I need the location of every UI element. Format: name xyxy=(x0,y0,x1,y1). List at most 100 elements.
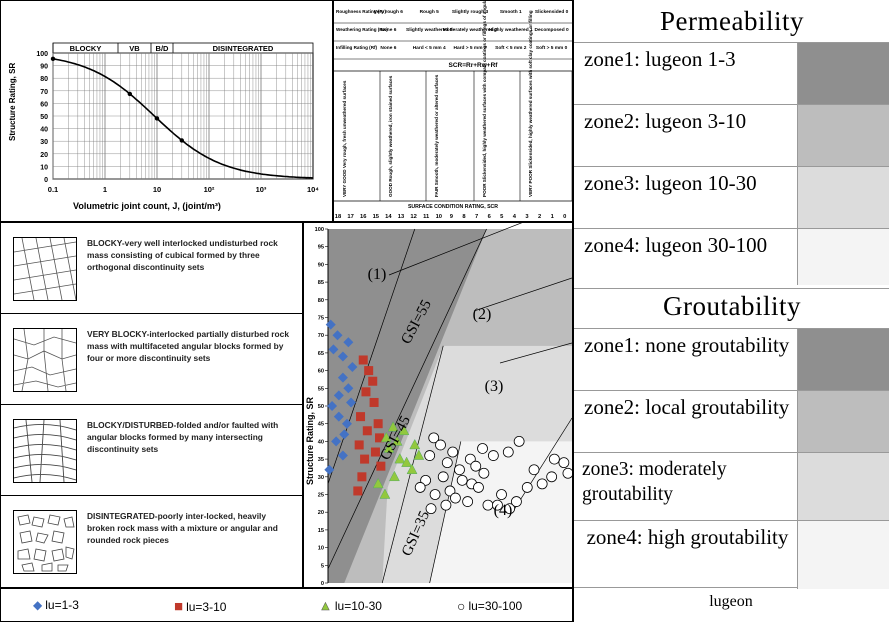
zone-label: zone1: none groutability xyxy=(584,333,790,357)
point-lu-30-100 xyxy=(492,499,503,511)
point-lu-30-100 xyxy=(440,499,452,511)
point-lu-30-100 xyxy=(428,432,440,444)
main-ytick: 25 xyxy=(318,493,324,499)
permeability-zone-4: zone4: lugeon 30-100 xyxy=(574,228,889,285)
zone-swatch xyxy=(797,167,889,229)
band-label: DISINTEGRATED xyxy=(213,44,274,53)
zone-leader-line xyxy=(473,277,573,312)
rating-cell: Decomposed 0 xyxy=(535,27,569,33)
point-lu-3-10 xyxy=(364,366,374,376)
point-lu-10-30 xyxy=(394,453,406,464)
point-lu-3-10 xyxy=(376,461,386,471)
point-lu-1-3 xyxy=(328,344,339,355)
red-square-icon: ■ xyxy=(174,598,184,615)
point-lu-30-100 xyxy=(425,503,437,515)
point-lu-3-10 xyxy=(361,387,371,397)
point-lu-30-100 xyxy=(424,450,436,461)
point-lu-1-3 xyxy=(332,330,343,341)
zone-number-label: (2) xyxy=(473,306,492,323)
sr-xtick: 0.1 xyxy=(48,185,58,194)
point-lu-30-100 xyxy=(473,482,484,493)
point-lu-1-3 xyxy=(327,401,338,411)
rating-row-label: Roughness Rating (Rr) xyxy=(336,9,386,14)
condition-label: GOOD Rough, slightly weathered, iron sta… xyxy=(388,75,393,197)
point-lu-3-10 xyxy=(373,419,383,429)
legend-item-lu-3-10: ■ lu=3-10 xyxy=(174,598,226,615)
surface-condition-table: Roughness Rating (Rr) Very rough 6 Rough 5… xyxy=(333,0,573,222)
rating-cell: Highly weathered 1 xyxy=(489,27,533,33)
point-lu-1-3 xyxy=(339,429,350,440)
point-lu-30-100 xyxy=(464,453,476,465)
zone-number-label: (3) xyxy=(485,378,504,395)
point-lu-30-100 xyxy=(437,471,449,483)
point-lu-3-10 xyxy=(356,412,366,422)
sr-ytick: 20 xyxy=(40,152,48,159)
point-lu-30-100 xyxy=(470,460,482,472)
gsi-contour-line xyxy=(429,441,462,584)
point-lu-30-100 xyxy=(435,439,446,451)
main-ytick: 95 xyxy=(318,245,324,251)
point-lu-1-3 xyxy=(333,411,344,422)
sr-ytick: 70 xyxy=(40,89,48,96)
blocky-pattern-icon xyxy=(13,237,77,301)
gsi-contour-line xyxy=(381,345,444,584)
main-ytick: 15 xyxy=(318,528,324,534)
scr-tick: 17 xyxy=(347,214,353,220)
groutability-zone-2: zone2: local groutability xyxy=(574,390,889,453)
sr-xlabel: Volumetric joint count, J, (joint/m³) xyxy=(73,201,221,211)
zone-swatch xyxy=(797,105,889,167)
structure-list: BLOCKY-very well interlocked undisturbed… xyxy=(0,222,304,588)
sr-ylabel: Structure Rating, SR xyxy=(8,63,17,141)
scr-tick: 14 xyxy=(385,214,392,220)
sr-ytick: 80 xyxy=(40,76,48,83)
gsi-scatter-chart: 0 5 10 15 20 25 30 35 40 45 50 55 60 65 70 75 80 85 90 95 10… xyxy=(303,202,574,588)
scr-tick: 18 xyxy=(335,214,342,220)
point-lu-3-10 xyxy=(360,454,370,464)
sr-ytick: 0 xyxy=(44,177,48,184)
main-ylabel: Structure Rating, SR xyxy=(305,396,315,485)
sr-xtick: 10 xyxy=(153,185,161,194)
sr-ytick: 40 xyxy=(40,127,48,134)
sr-ytick: 30 xyxy=(40,139,48,146)
structure-row-blocky: BLOCKY-very well interlocked undisturbed… xyxy=(1,223,304,314)
rating-cell: Moderately weathered 3 xyxy=(443,27,498,33)
sr-xtick: 10⁴ xyxy=(307,185,319,194)
structure-row-blocky-disturbed: BLOCKY/DISTURBED-folded and/or faulted w… xyxy=(1,405,304,496)
main-ytick: 80 xyxy=(318,298,324,304)
point-lu-1-3 xyxy=(343,337,354,348)
legend-item-lu-10-30: ▲ lu=10-30 xyxy=(319,598,382,614)
main-ytick: 45 xyxy=(318,422,324,428)
zone-number-label: (1) xyxy=(368,266,387,283)
condition-label: FAIR Smooth, moderately weathered or alt… xyxy=(434,74,439,197)
main-ytick: 55 xyxy=(318,386,324,392)
point-lu-3-10 xyxy=(358,355,368,365)
point-lu-30-100 xyxy=(447,446,459,458)
zone-swatch xyxy=(797,43,889,105)
structure-text-disintegrated: DISINTEGRATED-poorly inter-locked, heavi… xyxy=(87,511,278,545)
rating-cell: Slightly rough 3 xyxy=(452,9,489,15)
open-circle-icon: ○ xyxy=(457,598,466,614)
structure-row-very-blocky: VERY BLOCKY-interlocked partially distur… xyxy=(1,314,304,405)
zone-swatch xyxy=(797,391,889,453)
main-ytick: 35 xyxy=(318,457,324,463)
point-lu-1-3 xyxy=(346,397,357,408)
sr-xtick: 10³ xyxy=(256,185,267,194)
scr-tick: 2 xyxy=(538,214,541,220)
point-lu-30-100 xyxy=(441,457,453,469)
point-lu-30-100 xyxy=(528,464,540,476)
point-lu-30-100 xyxy=(536,478,548,490)
point-lu-1-3 xyxy=(343,383,354,394)
rating-cell: Hard < 5 mm 4 xyxy=(413,45,446,51)
sr-ytick: 100 xyxy=(36,51,48,58)
permeability-zone-2: zone2: lugeon 3-10 xyxy=(574,104,889,167)
rating-cell: Very rough 6 xyxy=(374,9,403,15)
band-label: B/D xyxy=(156,44,170,53)
sr-ytick: 50 xyxy=(40,114,48,121)
main-ytick: 90 xyxy=(318,262,324,268)
point-lu-30-100 xyxy=(456,474,468,486)
scr-tick: 1 xyxy=(551,214,555,220)
zone-swatch xyxy=(797,229,889,285)
point-lu-30-100 xyxy=(482,499,494,511)
rating-row-label: Weathering Rating (Rw) xyxy=(336,27,388,32)
point-lu-30-100 xyxy=(504,503,516,515)
